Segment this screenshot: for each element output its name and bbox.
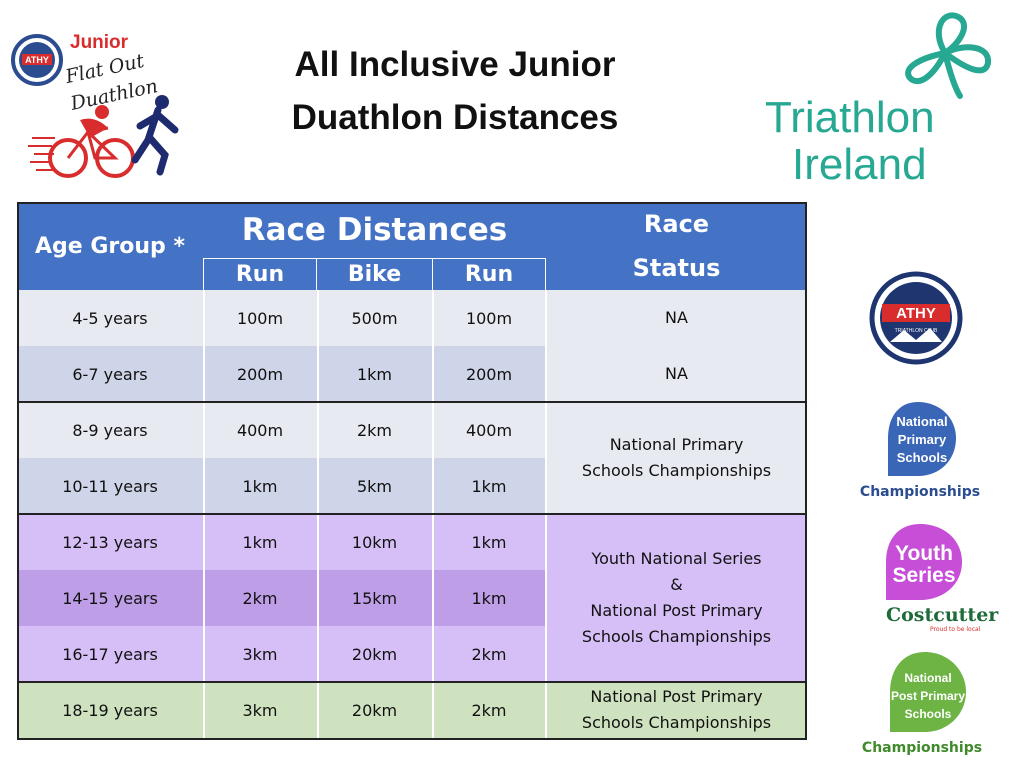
costcutter-tagline: Proud to be local [930, 626, 981, 633]
table-cell-bike: 15km [317, 570, 432, 626]
table-cell-bike: 10km [317, 514, 432, 570]
table-cell-bike: 20km [317, 626, 432, 682]
svg-text:Schools: Schools [897, 450, 948, 465]
table-cell-age: 14-15 years [17, 570, 203, 626]
header-run-2: Run [432, 258, 546, 290]
status-4-line-3: National Post Primary [590, 601, 763, 620]
athy-triathlon-club-badge: ATHY TRIATHLON CLUB [868, 270, 964, 366]
col-divider [432, 290, 434, 740]
ti-word-ireland: Ireland [792, 140, 927, 189]
table-cell-run2: 200m [432, 346, 546, 402]
shamrock-icon [905, 12, 992, 99]
national-post-primary-schools-badge: National Post Primary Schools [880, 648, 970, 736]
table-cell-bike: 2km [317, 402, 432, 458]
junior-duathlon-logo: ATHY Junior Flat Out Duathlon [10, 20, 190, 185]
cyclist-runner-icon [28, 95, 179, 178]
table-cell-bike: 20km [317, 682, 432, 738]
col-divider [545, 290, 547, 740]
youth-series-bubble-icon: Youth Series [886, 524, 962, 600]
status-4-line-2: & [670, 575, 683, 594]
table-cell-age: 12-13 years [17, 514, 203, 570]
table-cell-run2: 100m [432, 290, 546, 346]
header-race-distances: Race Distances [203, 202, 546, 258]
table-cell-run2: 1km [432, 514, 546, 570]
npps-bubble-icon: National Post Primary Schools [890, 652, 966, 732]
table-cell-bike: 500m [317, 290, 432, 346]
group-separator [17, 681, 807, 683]
table-cell-bike: 1km [317, 346, 432, 402]
table-cell-run1: 3km [203, 626, 317, 682]
table-cell-run1: 2km [203, 570, 317, 626]
npps-caption: Championships [861, 740, 983, 756]
youth-series-badge: Youth Series [874, 520, 966, 606]
svg-text:Primary: Primary [898, 432, 947, 447]
svg-text:Youth: Youth [895, 542, 953, 565]
table-cell-run1: 3km [203, 682, 317, 738]
header-race-status-line-2: Status [632, 254, 721, 282]
athy-club-icon: ATHY TRIATHLON CLUB [869, 271, 963, 365]
svg-text:National: National [904, 671, 951, 685]
logo-word-junior: Junior [70, 32, 129, 53]
table-cell-run1: 1km [203, 458, 317, 514]
header-race-status: Race Status [546, 202, 807, 290]
nps-bubble-icon: National Primary Schools [888, 402, 956, 476]
header-race-status-line-1: Race [643, 210, 710, 238]
table-cell-run1: 1km [203, 514, 317, 570]
header-run-1: Run [203, 258, 317, 290]
group-separator [17, 513, 807, 515]
table-cell-run1: 100m [203, 290, 317, 346]
table-cell-run2: 1km [432, 458, 546, 514]
status-cell-5: National Post Primary Schools Championsh… [546, 682, 807, 738]
table-cell-age: 8-9 years [17, 402, 203, 458]
ti-word-triathlon: Triathlon [765, 93, 935, 142]
distances-table: Age Group * Race Distances Run Bike Run … [17, 202, 807, 740]
table-cell-run2: 400m [432, 402, 546, 458]
col-divider [317, 290, 319, 740]
costcutter-logo: Costcutter [886, 604, 999, 626]
status-3-line-2: Schools Championships [581, 461, 772, 480]
status-cell-3: National Primary Schools Championships [546, 402, 807, 514]
svg-text:Schools: Schools [905, 707, 952, 721]
svg-text:National: National [896, 414, 947, 429]
svg-text:ATHY: ATHY [896, 305, 936, 322]
title-line-2: Duathlon Distances [291, 98, 619, 137]
group-separator [17, 401, 807, 403]
svg-text:Post Primary: Post Primary [891, 689, 965, 703]
athy-mini-badge-icon: ATHY [11, 34, 63, 86]
table-cell-run1: 400m [203, 402, 317, 458]
col-divider [203, 290, 205, 740]
table-cell-age: 6-7 years [17, 346, 203, 402]
status-5-line-2: Schools Championships [581, 713, 772, 732]
nps-caption: Championships [859, 484, 981, 500]
table-cell-run1: 200m [203, 346, 317, 402]
svg-text:Series: Series [892, 564, 955, 587]
table-cell-age: 18-19 years [17, 682, 203, 738]
svg-text:ATHY: ATHY [25, 55, 49, 65]
status-4-line-1: Youth National Series [591, 549, 762, 568]
table-cell-run2: 2km [432, 626, 546, 682]
status-cell-1: NA [546, 290, 807, 346]
status-5-line-1: National Post Primary [590, 687, 763, 706]
svg-text:TRIATHLON CLUB: TRIATHLON CLUB [895, 328, 938, 334]
national-primary-schools-badge: National Primary Schools [878, 398, 958, 480]
table-cell-age: 4-5 years [17, 290, 203, 346]
page-title: All Inclusive Junior Duathlon Distances [220, 38, 690, 144]
table-border [17, 202, 807, 740]
table-cell-run2: 1km [432, 570, 546, 626]
table-cell-age: 16-17 years [17, 626, 203, 682]
status-4-line-4: Schools Championships [581, 627, 772, 646]
triathlon-ireland-logo: Triathlon Ireland [760, 8, 1010, 188]
status-cell-4: Youth National Series & National Post Pr… [546, 514, 807, 682]
status-3-line-1: National Primary [609, 435, 744, 454]
table-cell-age: 10-11 years [17, 458, 203, 514]
table-cell-bike: 5km [317, 458, 432, 514]
status-cell-2: NA [546, 346, 807, 402]
title-line-1: All Inclusive Junior [294, 45, 616, 84]
header-bike: Bike [317, 258, 432, 290]
table-cell-run2: 2km [432, 682, 546, 738]
header-age-group: Age Group * [17, 202, 203, 290]
